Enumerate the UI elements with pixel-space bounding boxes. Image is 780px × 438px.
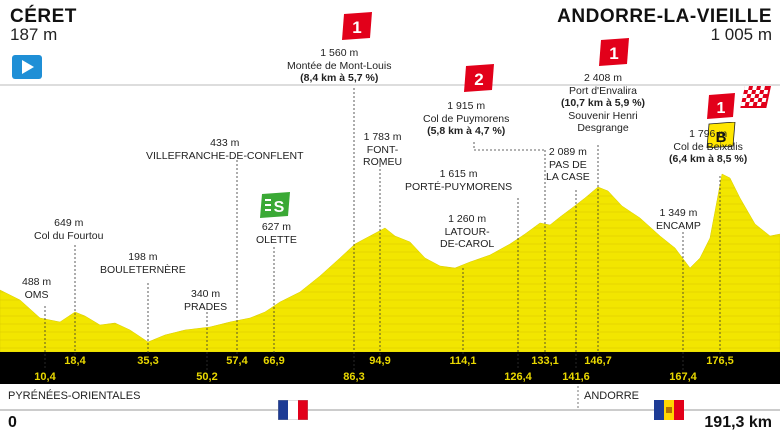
svg-text:B: B (716, 129, 727, 146)
label-font-romeu: 1 783 m FONT- ROMEU (363, 131, 403, 168)
label-porte-puymorens: 1 615 m PORTÉ-PUYMORENS (405, 168, 513, 193)
finish-city: ANDORRE-LA-VIEILLE (557, 6, 772, 27)
label-col-de-puymorens: 1 915 m Col de Puymorens (5,8 km à 4,7 %) (423, 100, 510, 137)
label-olette: 627 m OLETTE (256, 221, 297, 246)
km-marker: 141,6 (562, 371, 590, 383)
svg-text:1: 1 (717, 100, 726, 117)
finish-altitude: 1 005 m (710, 25, 772, 44)
svg-text:1: 1 (609, 44, 618, 63)
distance-end: 191,3 km (704, 414, 772, 431)
start-city: CÉRET (10, 6, 77, 27)
label-encamp: 1 349 m ENCAMP (656, 207, 701, 232)
cat1-badge-beixalis: 1 (707, 93, 735, 119)
cat1-badge-montlouis: 1 (342, 12, 372, 40)
label-bouleternere: 198 m BOULETERNÈRE (100, 251, 186, 276)
km-marker: 167,4 (669, 371, 697, 383)
km-band (0, 352, 780, 384)
km-marker: 50,2 (196, 371, 218, 383)
andorra-flag-icon (654, 400, 684, 420)
km-marker: 10,4 (34, 371, 56, 383)
cat1-badge-envalira: 1 (599, 38, 629, 66)
km-marker: 57,4 (226, 355, 248, 367)
km-marker: 146,7 (584, 355, 612, 367)
label-prades: 340 m PRADES (184, 288, 228, 313)
km-marker: 18,4 (64, 355, 86, 367)
label-mont-louis: 1 560 m Montée de Mont-Louis (8,4 km à 5,7… (287, 47, 392, 84)
finish-checkered-flag-icon (740, 86, 771, 108)
sprint-badge: S (260, 192, 290, 218)
label-villefranche: 433 m VILLEFRANCHE-DE-CONFLENT (146, 137, 304, 162)
svg-text:S: S (274, 199, 285, 216)
region-right: ANDORRE (584, 390, 640, 402)
france-flag-icon (278, 400, 308, 420)
start-altitude: 187 m (10, 25, 58, 44)
label-col-du-fourtou: 649 m Col du Fourtou (34, 217, 104, 242)
label-col-de-beixalis: 1 796 m Col de Beixalis (6,4 km à 8,5 %) (669, 128, 748, 165)
km-marker: 126,4 (504, 371, 532, 383)
km-marker: 86,3 (343, 371, 365, 383)
label-pas-de-la-case: 2 089 m PAS DE LA CASE (546, 146, 590, 183)
km-marker: 133,1 (531, 355, 559, 367)
km-marker: 35,3 (137, 355, 159, 367)
bonus-badge: B (706, 122, 736, 148)
elevation-profile (0, 173, 780, 353)
label-latour-de-carol: 1 260 m LATOUR- DE-CAROL (440, 213, 495, 250)
km-marker: 114,1 (449, 355, 477, 367)
km-marker: 66,9 (263, 355, 285, 367)
svg-text:2: 2 (474, 70, 483, 89)
distance-start: 0 (8, 414, 17, 431)
cat2-badge-puymorens: 2 (464, 64, 494, 92)
km-marker: 176,5 (706, 355, 734, 367)
label-oms: 488 m OMS (22, 276, 52, 301)
region-left: PYRÉNÉES-ORIENTALES (8, 390, 141, 402)
km-marker: 94,9 (369, 355, 391, 367)
label-port-envalira: 2 408 m Port d'Envalira (10,7 km à 5,9 %) S… (561, 72, 646, 134)
marker-lines (44, 88, 721, 370)
svg-text:1: 1 (352, 18, 361, 37)
start-flag-icon (12, 55, 42, 79)
